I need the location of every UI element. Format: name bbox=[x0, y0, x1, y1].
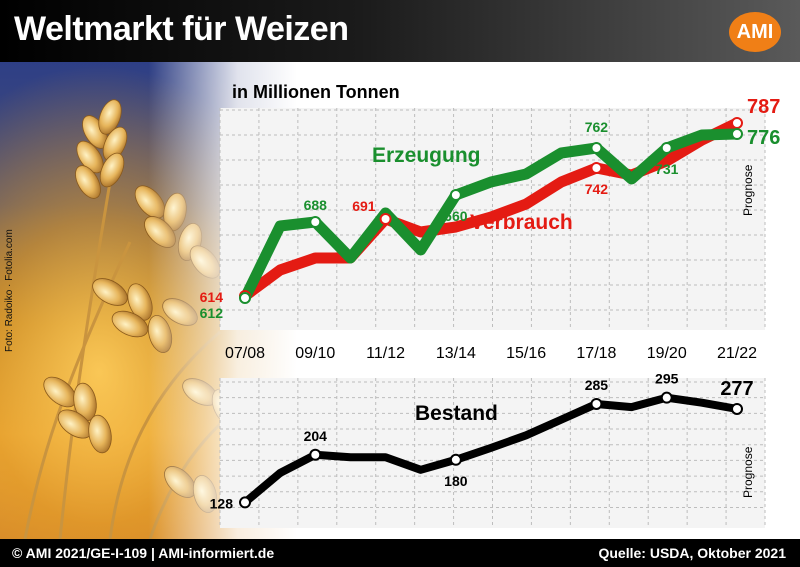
verbrauch-marker bbox=[379, 213, 392, 225]
bestand-marker bbox=[731, 402, 743, 415]
erzeugung-data-label: 731 bbox=[655, 161, 679, 177]
erzeugung-marker bbox=[660, 142, 673, 154]
x-tick-label: 09/10 bbox=[295, 345, 335, 362]
x-tick-label: 13/14 bbox=[436, 345, 476, 362]
erzeugung-series-label: Erzeugung bbox=[372, 144, 481, 167]
bestand-marker bbox=[660, 391, 673, 404]
chart-area: in Millionen Tonnen 07/08 09/10 11/12 13/14 1… bbox=[200, 82, 780, 528]
bestand-data-label: 277 bbox=[720, 378, 753, 400]
x-tick-label: 07/08 bbox=[225, 345, 265, 362]
bestand-marker bbox=[590, 397, 603, 410]
verbrauch-data-label: 691 bbox=[352, 198, 376, 214]
erzeugung-data-label: 762 bbox=[585, 119, 609, 135]
bestand-marker bbox=[239, 496, 251, 509]
prognose-note-top: Prognose bbox=[741, 164, 755, 216]
erzeugung-data-label: 688 bbox=[304, 197, 328, 213]
x-tick-label: 15/16 bbox=[506, 345, 546, 362]
title-bar: Weltmarkt für Weizen AMI bbox=[0, 0, 800, 62]
x-tick-label: 19/20 bbox=[647, 345, 687, 362]
erzeugung-data-label: 660 bbox=[444, 208, 468, 224]
erzeugung-marker bbox=[309, 216, 322, 228]
erzeugung-data-label: 776 bbox=[747, 127, 780, 149]
page-title: Weltmarkt für Weizen bbox=[14, 10, 349, 48]
bestand-data-label: 204 bbox=[304, 428, 328, 444]
verbrauch-marker bbox=[590, 162, 603, 174]
verbrauch-data-label: 787 bbox=[747, 96, 780, 118]
footer-bar: © AMI 2021/GE-I-109 | AMI-informiert.de … bbox=[0, 539, 800, 567]
erzeugung-marker bbox=[590, 142, 603, 154]
bestand-marker bbox=[309, 448, 322, 461]
x-tick-label: 17/18 bbox=[576, 345, 616, 362]
chart-subtitle: in Millionen Tonnen bbox=[232, 82, 400, 102]
bestand-line bbox=[241, 393, 741, 507]
bestand-marker bbox=[449, 453, 462, 466]
x-tick-label: 11/12 bbox=[366, 345, 405, 362]
bestand-data-label: 180 bbox=[444, 473, 468, 489]
bestand-series-label: Bestand bbox=[415, 402, 498, 425]
erzeugung-data-label: 612 bbox=[200, 305, 224, 321]
verbrauch-series-label: Verbrauch bbox=[470, 211, 573, 234]
erzeugung-line bbox=[239, 128, 743, 304]
erzeugung-marker bbox=[239, 292, 251, 304]
bestand-data-label: 295 bbox=[655, 371, 679, 387]
bestand-data-label: 128 bbox=[210, 495, 234, 511]
erzeugung-marker bbox=[449, 189, 462, 201]
verbrauch-data-label: 742 bbox=[585, 181, 609, 197]
bestand-data-label: 285 bbox=[585, 377, 609, 393]
verbrauch-data-label: 614 bbox=[200, 289, 224, 305]
prognose-note-bottom: Prognose bbox=[741, 446, 755, 498]
erzeugung-marker bbox=[731, 128, 743, 140]
verbrauch-marker bbox=[731, 117, 743, 129]
copyright-text: © AMI 2021/GE-I-109 | AMI-informiert.de bbox=[12, 545, 275, 561]
ami-logo: AMI bbox=[729, 12, 781, 52]
source-text: Quelle: USDA, Oktober 2021 bbox=[598, 545, 786, 561]
x-tick-label: 21/22 bbox=[717, 345, 757, 362]
